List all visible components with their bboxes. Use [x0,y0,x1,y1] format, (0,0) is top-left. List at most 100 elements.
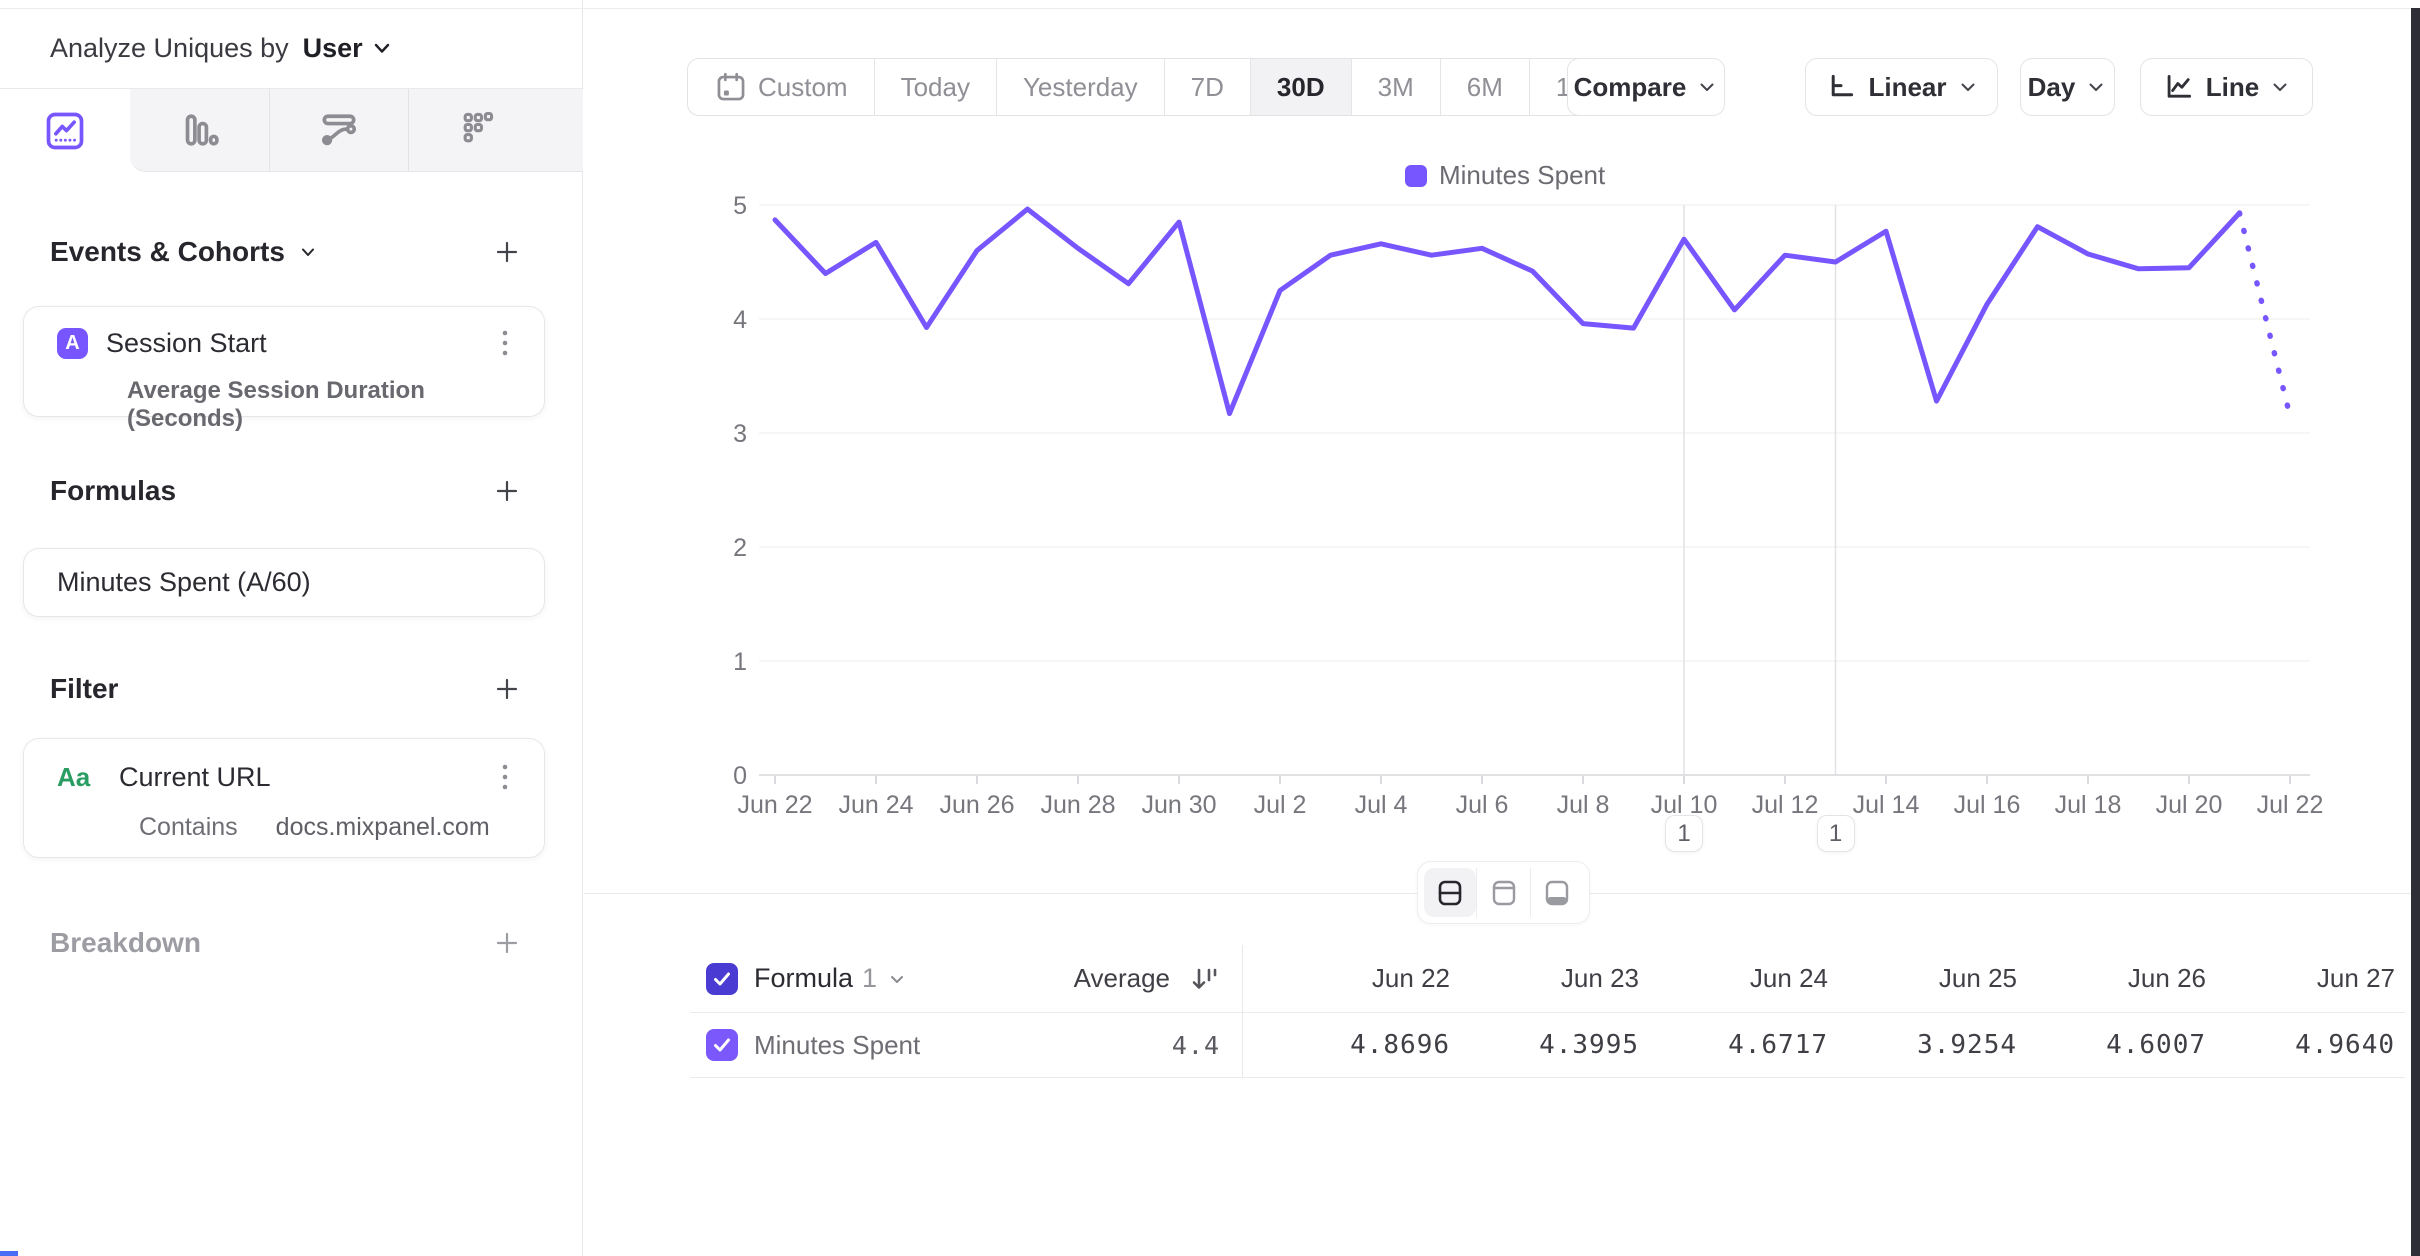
line-chart-area: 0 1 2 3 4 5 Jun 22 Jun 24 Jun 26 Jun 28 Jun 30 Jul … [584,140,2420,852]
plus-icon [496,241,518,263]
range-label: Today [900,71,970,102]
formula-card[interactable]: Minutes Spent (A/60) [23,548,545,617]
chevron-down-icon [2269,76,2291,98]
inactive-tabs-strip [130,89,583,172]
average-column-header[interactable]: Average [1073,963,1170,993]
tab-more-charts[interactable] [408,89,547,171]
add-event-button[interactable] [492,237,522,267]
annotation-chip[interactable]: 1 [1665,815,1703,852]
interval-dropdown[interactable]: Day [2020,58,2115,116]
table-row-left: Minutes Spent 4.4 [690,1013,1243,1077]
events-cohorts-title[interactable]: Events & Cohorts [50,236,319,268]
range-label: Custom [758,71,848,102]
legend-label: Minutes Spent [1439,160,1606,190]
range-30d[interactable]: 30D [1249,59,1351,115]
chevron-down-icon [297,241,319,263]
range-3m[interactable]: 3M [1350,59,1440,115]
table-header-left: Formula 1 Average [690,945,1243,1012]
chart-line [772,206,2242,417]
svg-text:Jul 12: Jul 12 [1752,791,1819,819]
scale-dropdown[interactable]: Linear [1805,58,1998,116]
date-column-header[interactable]: Jun 26 [2127,963,2206,993]
event-card-session-start[interactable]: A Session Start Average Session Duration… [23,306,545,432]
date-cell-value: 4.6717 [1728,1030,1828,1060]
check-icon [714,1038,730,1052]
range-7d[interactable]: 7D [1163,59,1250,115]
filter-card-current-url[interactable]: Aa Current URL Contains docs.mixpanel.co… [23,738,545,858]
toggle-separator [1529,868,1531,917]
sort-descending-icon[interactable] [1186,962,1220,996]
date-column-header[interactable]: Jun 24 [1749,963,1828,993]
series-name[interactable]: Minutes Spent [754,1029,921,1060]
bar-chart-icon [185,114,219,146]
kebab-icon [502,764,508,790]
svg-text:Jul 8: Jul 8 [1557,791,1610,819]
select-all-checkbox[interactable] [706,962,738,995]
add-formula-button[interactable] [492,476,522,506]
date-cell-value: 4.8696 [1350,1030,1450,1060]
event-aggregation[interactable]: Average Session Duration (Seconds) [127,377,425,432]
event-name[interactable]: Session Start [106,327,267,358]
date-column-header[interactable]: Jun 22 [1371,963,1450,993]
chevron-down-icon [2085,76,2107,98]
filter-property-name[interactable]: Current URL [119,761,271,792]
range-custom[interactable]: Custom [688,59,874,115]
event-options-menu[interactable] [496,324,514,362]
filter-options-menu[interactable] [496,758,514,796]
date-column-headers: Jun 22 Jun 23 Jun 24 Jun 25 Jun 26 Jun 27 [1243,945,2403,1012]
formulas-section-header: Formulas [0,475,582,507]
date-column-header[interactable]: Jun 27 [2316,963,2395,993]
events-cohorts-section-header: Events & Cohorts [0,236,582,268]
svg-text:3: 3 [733,420,747,448]
svg-text:Jul 18: Jul 18 [2055,791,2122,819]
formula-expression[interactable]: Minutes Spent (A/60) [57,567,311,597]
svg-text:Jul 2: Jul 2 [1254,791,1307,819]
range-label: Yesterday [1022,71,1138,102]
plus-icon [496,678,518,700]
chart-only-view-button[interactable] [1477,868,1529,917]
svg-text:5: 5 [733,192,747,220]
query-builder-sidebar: Analyze Uniques by User [0,0,583,1256]
date-column-header[interactable]: Jun 25 [1938,963,2017,993]
chevron-down-icon [1696,76,1718,98]
formula-column-header[interactable]: Formula 1 [754,963,908,994]
series-checkbox[interactable] [706,1029,738,1061]
range-label: 7D [1190,71,1224,102]
svg-text:2: 2 [733,534,747,562]
x-axis-labels: Jun 22 Jun 24 Jun 26 Jun 28 Jun 30 Jul 2 Jul 4… [737,791,2323,819]
grid-dots-icon [463,111,494,143]
chart-legend[interactable]: Minutes Spent [1405,160,1605,191]
tab-bar-chart[interactable] [130,89,269,171]
toggle-separator [1476,868,1478,917]
tab-line-chart[interactable] [0,89,130,172]
breakdown-section-header: Breakdown [0,927,582,959]
chart-style-dropdown[interactable]: Line [2140,58,2313,116]
range-yesterday[interactable]: Yesterday [995,59,1164,115]
range-today[interactable]: Today [873,59,996,115]
table-only-view-button[interactable] [1531,868,1583,917]
annotation-chip[interactable]: 1 [1816,815,1855,852]
analyze-by-dropdown[interactable]: User [303,33,393,64]
breakdown-title: Breakdown [50,927,201,958]
event-letter-badge: A [57,327,88,359]
filter-value[interactable]: docs.mixpanel.com [275,813,490,841]
top-divider [0,8,2420,9]
svg-text:1: 1 [733,648,747,676]
tab-flows[interactable] [269,89,408,171]
add-filter-button[interactable] [492,674,522,704]
date-column-header[interactable]: Jun 23 [1560,963,1639,993]
split-view-button[interactable] [1424,868,1477,917]
range-label: 6M [1466,71,1503,102]
range-label: 30D [1276,71,1325,102]
view-layout-toggle [1417,861,1590,924]
line-chart: 0 1 2 3 4 5 Jun 22 Jun 24 Jun 26 Jun 28 Jun 30 Jul … [733,192,2323,819]
filter-operator[interactable]: Contains [139,813,238,841]
date-cell-value: 4.3995 [1539,1030,1639,1060]
split-view-icon [1438,880,1462,905]
chart-type-tabbar [0,89,583,172]
range-6m[interactable]: 6M [1439,59,1529,115]
svg-text:4: 4 [733,306,747,334]
compare-button[interactable]: Compare [1567,58,1725,116]
add-breakdown-button[interactable] [492,928,522,958]
